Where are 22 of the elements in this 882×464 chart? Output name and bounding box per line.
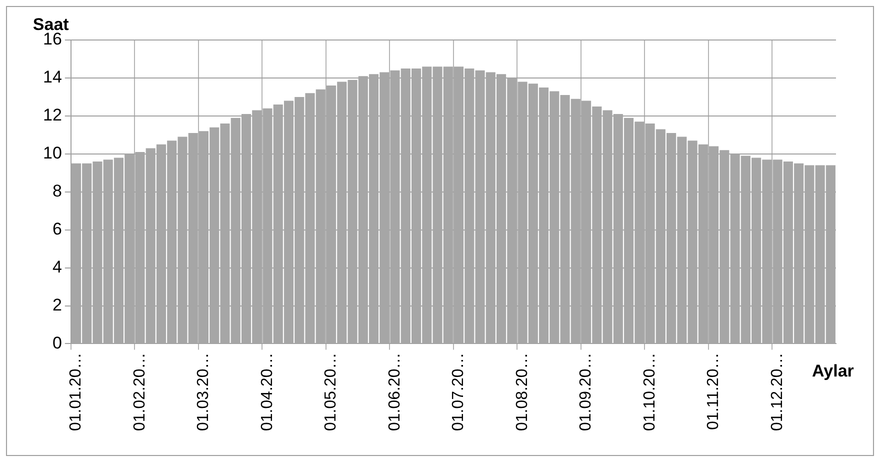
y-tick-label: 14 [42,68,62,87]
y-tick-label: 0 [52,333,62,352]
x-tick-label: 01.01.20… [68,352,85,431]
x-tick-label: 01.04.20… [258,352,276,431]
x-tick-label: 01.09.20… [578,352,595,431]
x-tick-label: 01.08.20… [514,352,531,431]
x-tick-label: 01.03.20… [195,352,212,431]
x-tick-label: 01.07.20… [450,352,468,431]
x-tick-label: 01.12.20… [768,352,786,431]
y-tick-label: 6 [52,220,62,239]
x-tick-label: 01.05.20… [322,352,340,431]
y-tick-label: 10 [42,144,62,163]
y-tick-label: 2 [52,295,62,314]
y-tick-label: 8 [52,182,62,201]
y-tick-label: 12 [42,106,62,125]
x-tick-label: 01.06.20… [386,352,404,431]
y-tick-label: 4 [52,257,62,276]
x-axis-title: Aylar [812,361,854,380]
x-tick-label: 01.10.20… [641,352,658,431]
x-tick-label: 01.11.20… [705,352,722,430]
y-tick-label: 16 [42,30,62,49]
x-tick-label: 01.02.20… [131,352,148,431]
